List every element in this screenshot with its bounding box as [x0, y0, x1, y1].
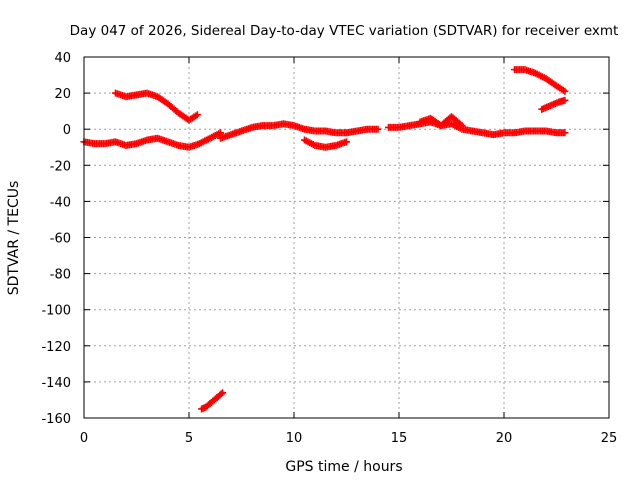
data-point — [193, 111, 201, 119]
series-track-4 — [301, 136, 350, 151]
x-tick-label: 10 — [286, 431, 303, 446]
axis-ticks: 0 5 10 15 20 25 40 20 0 -20 -40 -60 -80 -100 -120 -140 -… — [41, 51, 617, 446]
series-track-7 — [511, 66, 569, 95]
y-tick-label: 40 — [54, 51, 71, 66]
y-tick-label: -60 — [50, 232, 71, 247]
chart-title: Day 047 of 2026, Sidereal Day-to-day VTE… — [70, 23, 619, 39]
series-track-8 — [538, 96, 569, 113]
series-track-1 — [80, 129, 224, 151]
x-tick-label: 20 — [496, 431, 513, 446]
data-point — [343, 138, 350, 146]
data-point — [561, 87, 569, 95]
data-point — [561, 96, 569, 104]
data-point — [217, 390, 225, 398]
series-track-2 — [112, 89, 201, 124]
data-point — [374, 125, 382, 133]
x-tick-label: 5 — [185, 431, 193, 446]
x-tick-label: 25 — [601, 431, 618, 446]
data-point — [561, 129, 569, 137]
series-track-3 — [217, 120, 382, 142]
y-tick-label: 20 — [54, 87, 71, 102]
y-tick-label: -100 — [41, 304, 71, 319]
y-tick-label: -120 — [41, 340, 71, 355]
y-tick-label: -40 — [50, 195, 71, 210]
series-track-9 — [198, 389, 227, 413]
data-series — [80, 66, 569, 413]
y-tick-label: -80 — [50, 268, 71, 283]
y-tick-label: -160 — [41, 412, 71, 427]
data-point — [457, 120, 464, 128]
y-tick-label: -140 — [41, 376, 71, 391]
grid-lines — [84, 57, 609, 418]
x-axis-label: GPS time / hours — [285, 459, 402, 475]
data-point — [219, 389, 227, 397]
x-tick-label: 0 — [80, 431, 88, 446]
x-tick-label: 15 — [391, 431, 408, 446]
series-track-5 — [385, 118, 569, 139]
y-tick-label: -20 — [50, 159, 71, 174]
y-axis-label: SDTVAR / TECUs — [6, 181, 22, 296]
y-tick-label: 0 — [63, 123, 71, 138]
series-track-6 — [416, 113, 466, 130]
data-point — [458, 122, 466, 130]
